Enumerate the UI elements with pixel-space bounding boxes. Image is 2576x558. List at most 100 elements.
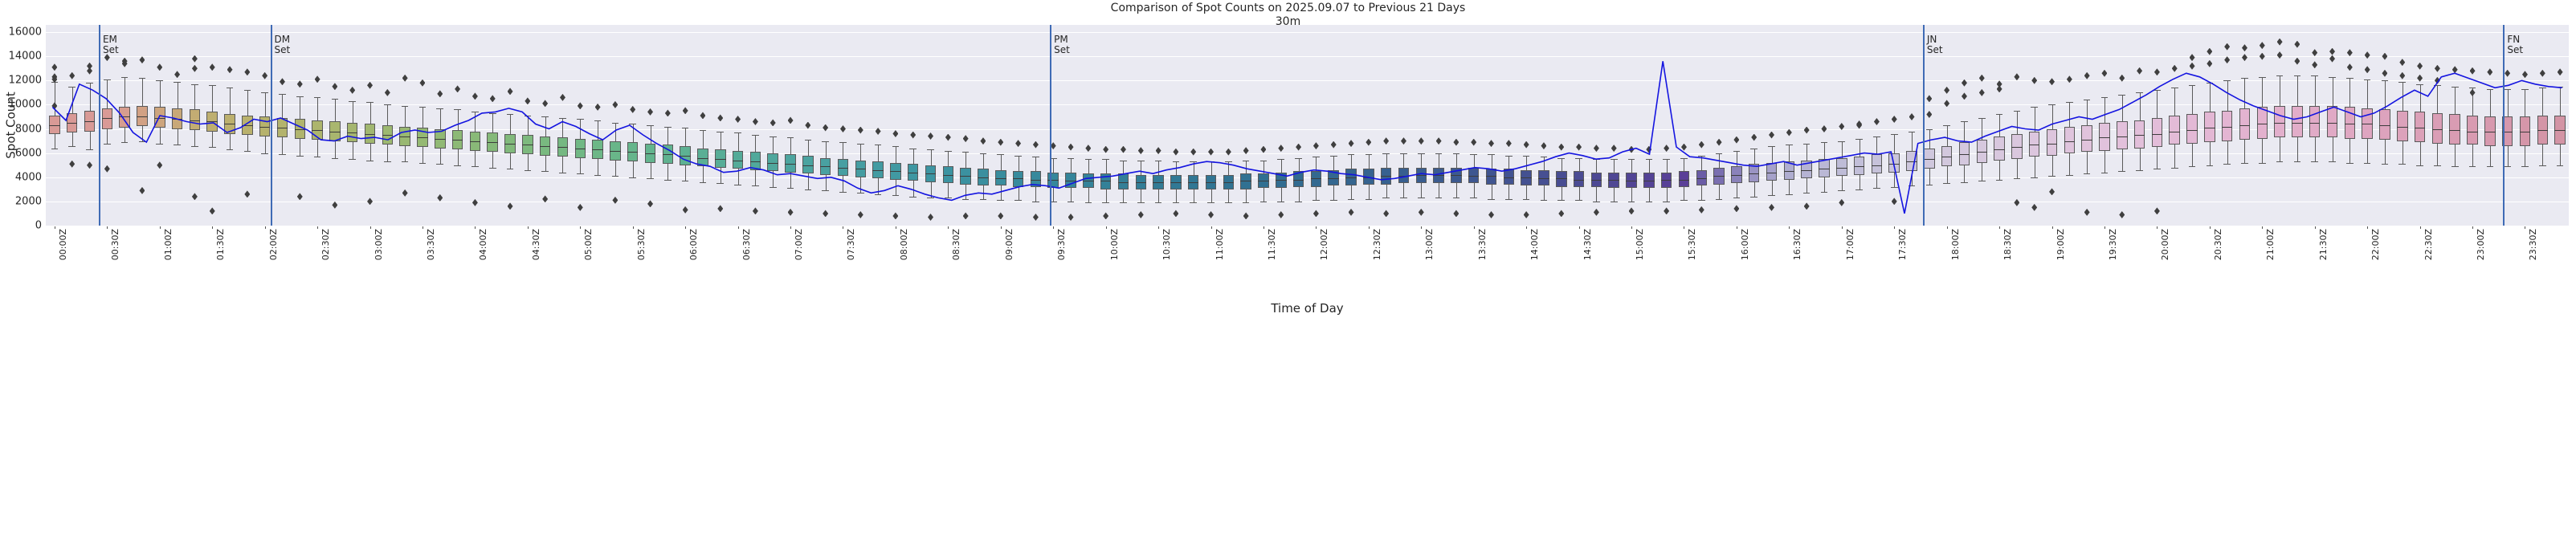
event-marker-line	[98, 25, 100, 226]
boxplot-box	[1906, 150, 1917, 172]
y-axis-ticks: 0 2000 4000 6000 8000 10000 12000 14000 16000	[0, 25, 42, 232]
boxplot-outlier	[2153, 68, 2160, 76]
boxplot-whisker-cap	[1715, 153, 1723, 154]
boxplot-outlier	[314, 75, 320, 83]
boxplot-box	[1643, 172, 1655, 189]
boxplot-outlier	[2521, 71, 2528, 79]
boxplot-whisker-cap	[1084, 159, 1092, 161]
boxplot-median	[2274, 122, 2285, 124]
x-tick-label: 13:00Z	[1424, 229, 1435, 261]
boxplot-whisker-cap	[1522, 155, 1530, 157]
y-tick-label: 14000	[8, 50, 42, 63]
boxplot-box	[1748, 164, 1760, 182]
boxplot-whisker-cap	[2276, 161, 2284, 163]
boxplot-outlier	[209, 207, 215, 215]
boxplot-whisker-cap	[1172, 161, 1180, 163]
x-tick-mark	[527, 226, 529, 229]
boxplot-median	[1853, 166, 1865, 168]
boxplot-outlier	[2399, 59, 2406, 67]
boxplot-median	[1187, 181, 1199, 183]
boxplot-whisker-cap	[418, 162, 427, 164]
boxplot-median	[312, 130, 323, 132]
boxplot-outlier	[244, 68, 251, 76]
boxplot-outlier	[402, 189, 408, 197]
boxplot-median	[1590, 179, 1602, 181]
boxplot-outlier	[664, 109, 671, 117]
boxplot-outlier	[2434, 76, 2440, 84]
x-tick-label: 22:00Z	[2370, 229, 2382, 261]
boxplot-whisker-cap	[1873, 188, 1880, 189]
boxplot-outlier	[2469, 88, 2476, 96]
boxplot-whisker-cap	[401, 161, 409, 163]
boxplot-outlier	[682, 107, 688, 115]
boxplot-box	[2397, 110, 2408, 141]
boxplot-whisker-cap	[822, 190, 829, 192]
boxplot-median	[767, 162, 778, 164]
boxplot-median	[539, 145, 551, 147]
boxplot-whisker-cap	[1978, 117, 1986, 119]
boxplot-median	[2537, 130, 2549, 132]
boxplot-whisker-cap	[1715, 198, 1723, 200]
boxplot-outlier	[2382, 69, 2388, 77]
boxplot-outlier	[1155, 147, 1161, 155]
boxplot-box	[2169, 115, 2180, 145]
boxplot-median	[925, 173, 937, 175]
boxplot-median	[2554, 130, 2566, 132]
x-tick-mark	[2262, 226, 2264, 229]
boxplot-whisker-cap	[1557, 157, 1566, 159]
boxplot-whisker-cap	[120, 142, 129, 144]
boxplot-median	[382, 135, 394, 136]
boxplot-outlier	[1418, 137, 1424, 145]
boxplot-outlier	[752, 117, 758, 125]
boxplot-whisker-cap	[2416, 83, 2423, 85]
boxplot-outlier	[1278, 210, 1284, 218]
boxplot-median	[435, 138, 446, 140]
boxplot-outlier	[1278, 145, 1284, 153]
boxplot-outlier	[1032, 141, 1039, 149]
boxplot-whisker-cap	[594, 174, 602, 176]
boxplot-box	[2221, 110, 2233, 141]
boxplot-whisker-cap	[804, 189, 812, 190]
boxplot-whisker-cap	[2223, 80, 2231, 82]
boxplot-whisker-cap	[243, 90, 251, 92]
boxplot-whisker-cap	[1137, 202, 1145, 204]
x-tick-label: 05:30Z	[635, 229, 647, 261]
boxplot-outlier	[1628, 207, 1635, 215]
boxplot-outlier	[1803, 202, 1810, 210]
x-tick-label: 11:30Z	[1266, 229, 1277, 261]
boxplot-median	[680, 155, 691, 157]
x-tick-mark	[1368, 226, 1370, 229]
boxplot-whisker-cap	[1961, 181, 1968, 183]
x-tick-mark	[1158, 226, 1160, 229]
x-tick-label: 15:00Z	[1635, 229, 1646, 261]
boxplot-outlier	[437, 90, 443, 98]
boxplot-outlier	[1400, 137, 1406, 145]
boxplot-whisker-cap	[226, 149, 234, 151]
boxplot-median	[242, 125, 253, 126]
boxplot-whisker-cap	[331, 157, 339, 159]
boxplot-whisker-cap	[1697, 200, 1705, 202]
x-tick-mark	[1631, 226, 1633, 229]
boxplot-outlier	[139, 186, 145, 194]
plot-area: EM Set DM Set PM Set JN Set FN Set	[46, 25, 2569, 226]
boxplot-whisker-cap	[699, 181, 707, 183]
boxplot-median	[84, 121, 96, 123]
boxplot-outlier	[2119, 74, 2125, 82]
x-tick-mark	[2051, 226, 2053, 229]
boxplot-outlier	[51, 63, 58, 71]
boxplot-whisker-cap	[1225, 161, 1232, 163]
boxplot-whisker-cap	[2486, 88, 2494, 90]
boxplot-whisker-cap	[1347, 154, 1355, 156]
boxplot-whisker-cap	[2188, 166, 2196, 168]
boxplot-box	[1958, 142, 1970, 165]
boxplot-box	[2326, 105, 2338, 138]
boxplot-outlier	[367, 198, 374, 206]
boxplot-outlier	[2417, 74, 2423, 82]
boxplot-whisker-cap	[2258, 162, 2266, 164]
boxplot-whisker-cap	[1382, 153, 1390, 154]
boxplot-outlier	[472, 92, 478, 100]
boxplot-whisker-cap	[1329, 155, 1337, 157]
boxplot-outlier	[1488, 140, 1495, 148]
boxplot-whisker-cap	[961, 198, 970, 200]
boxplot-outlier	[2259, 52, 2265, 60]
